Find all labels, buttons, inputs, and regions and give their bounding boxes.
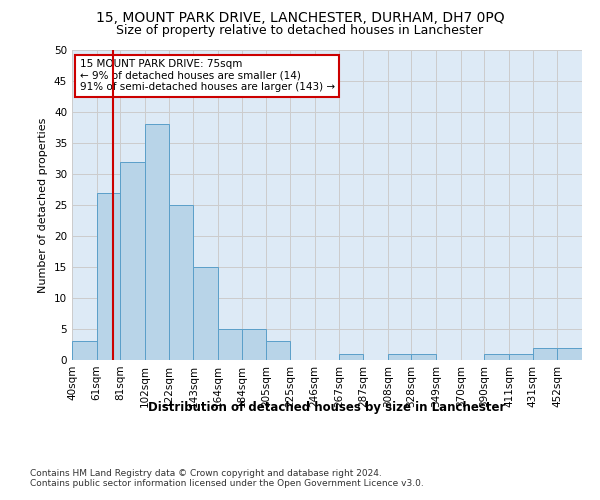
Text: 15, MOUNT PARK DRIVE, LANCHESTER, DURHAM, DH7 0PQ: 15, MOUNT PARK DRIVE, LANCHESTER, DURHAM… bbox=[95, 11, 505, 25]
Bar bbox=[509, 354, 533, 360]
Bar bbox=[218, 329, 242, 360]
Text: Distribution of detached houses by size in Lanchester: Distribution of detached houses by size … bbox=[148, 401, 506, 414]
Bar bbox=[120, 162, 145, 360]
Bar bbox=[169, 205, 193, 360]
Text: Size of property relative to detached houses in Lanchester: Size of property relative to detached ho… bbox=[116, 24, 484, 37]
Bar bbox=[340, 354, 363, 360]
Bar bbox=[242, 329, 266, 360]
Bar bbox=[533, 348, 557, 360]
Bar bbox=[411, 354, 436, 360]
Bar bbox=[145, 124, 169, 360]
Bar bbox=[266, 342, 290, 360]
Y-axis label: Number of detached properties: Number of detached properties bbox=[38, 118, 49, 292]
Bar bbox=[72, 342, 97, 360]
Text: Contains public sector information licensed under the Open Government Licence v3: Contains public sector information licen… bbox=[30, 478, 424, 488]
Bar bbox=[193, 267, 218, 360]
Bar bbox=[388, 354, 411, 360]
Bar bbox=[484, 354, 509, 360]
Bar bbox=[557, 348, 582, 360]
Bar bbox=[97, 192, 120, 360]
Text: Contains HM Land Registry data © Crown copyright and database right 2024.: Contains HM Land Registry data © Crown c… bbox=[30, 468, 382, 477]
Text: 15 MOUNT PARK DRIVE: 75sqm
← 9% of detached houses are smaller (14)
91% of semi-: 15 MOUNT PARK DRIVE: 75sqm ← 9% of detac… bbox=[80, 60, 335, 92]
